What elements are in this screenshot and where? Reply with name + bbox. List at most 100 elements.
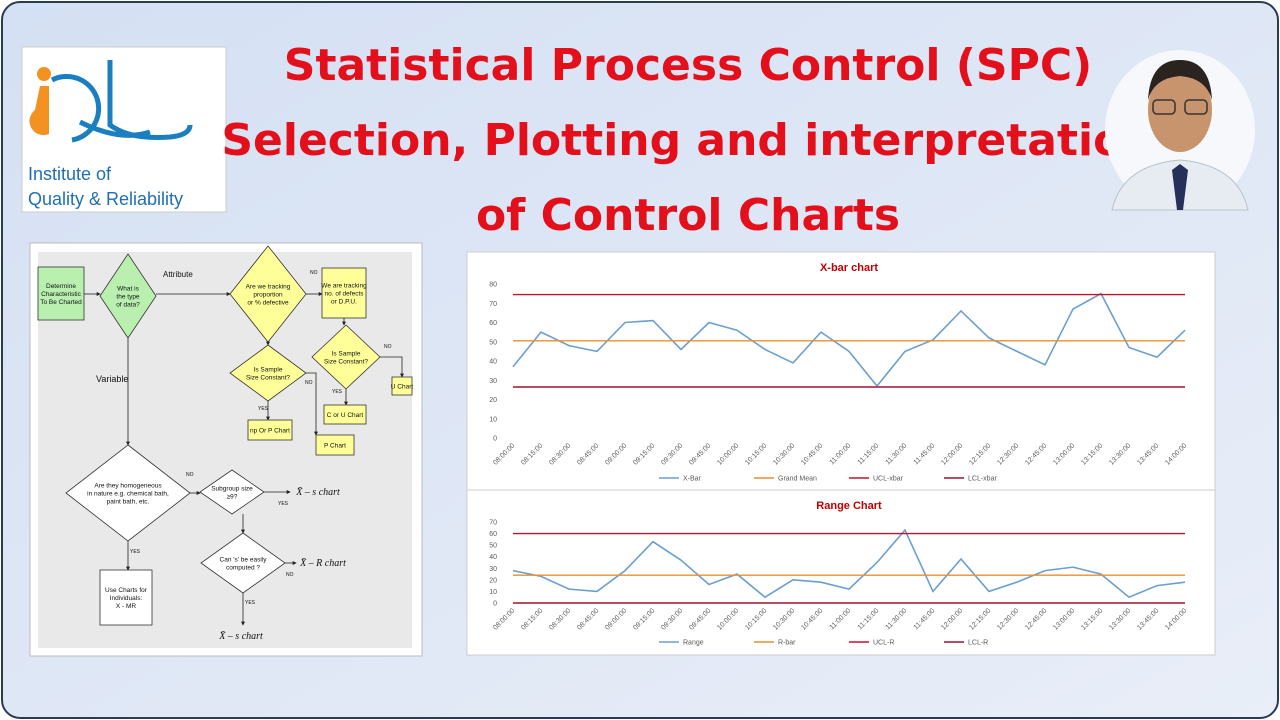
decision-node: [229, 245, 307, 343]
edge-label: YES: [130, 549, 141, 555]
logo-line: Institute of: [28, 164, 112, 184]
y-tick-label: 0: [493, 601, 497, 608]
edge-label: Variable: [96, 374, 128, 384]
y-tick-label: 40: [489, 359, 497, 366]
chart-title: Range Chart: [816, 500, 882, 512]
title-line: Statistical Process Control (SPC): [284, 40, 1092, 91]
decision-node: [65, 444, 191, 542]
chart-frame: [466, 251, 1216, 491]
node-label: Individuals:: [110, 595, 143, 602]
edge-label: YES: [245, 600, 256, 606]
node-label: X̄ – s chart: [295, 487, 340, 498]
glasses: [1184, 99, 1208, 115]
legend-label: X-Bar: [683, 476, 702, 483]
logo-ql: [50, 60, 193, 143]
edge-label: NO: [384, 344, 392, 350]
series-line: [512, 292, 1186, 388]
node-label: np Or P Chart: [250, 428, 290, 435]
process-node: [321, 267, 367, 319]
edge-label: YES: [278, 501, 289, 507]
hair: [1148, 60, 1212, 100]
edge-label: Attribute: [163, 270, 193, 279]
node-label: Size Constant?: [324, 359, 368, 366]
logo: Institute of Quality & Reliability: [21, 46, 227, 213]
node-label: P Chart: [324, 443, 346, 450]
chart-title: X-bar chart: [820, 262, 878, 274]
y-tick-label: 70: [489, 301, 497, 308]
node-label: Size Constant?: [246, 375, 290, 382]
chart-frame: [466, 489, 1216, 656]
y-tick-label: 60: [489, 320, 497, 327]
decision-node: [199, 469, 265, 515]
node-label: computed ?: [226, 565, 260, 572]
edge: [380, 356, 404, 378]
node-label: or D.P.U.: [331, 299, 357, 306]
node-label: in nature e.g. chemical bath,: [87, 491, 169, 498]
series-line: [512, 528, 1186, 599]
edge: [306, 372, 318, 436]
node-label: Are we tracking: [246, 284, 291, 291]
flowchart-edges: [84, 292, 404, 626]
node-label: What is: [117, 286, 139, 293]
decision-node: [99, 253, 157, 339]
legend-label: LCL-R: [968, 640, 988, 647]
node-label: X - MR: [116, 603, 137, 610]
legend-label: Grand Mean: [778, 476, 817, 483]
decision-node: [229, 344, 307, 402]
legend-label: Range: [683, 640, 704, 647]
process-node: [323, 404, 367, 425]
logo-dot: [37, 67, 51, 81]
y-tick-label: 40: [489, 554, 497, 561]
node-label: U Chart: [391, 384, 414, 391]
y-tick-label: 20: [489, 397, 497, 404]
legend-label: UCL-xbar: [873, 476, 904, 483]
edge-label: NO: [186, 472, 194, 478]
node-label: Subgroup size: [211, 486, 253, 493]
node-label: the type: [116, 294, 140, 301]
node-label: Is Sample: [254, 367, 283, 374]
y-tick-label: 80: [489, 282, 497, 289]
edge-label: NO: [310, 270, 318, 276]
process-node: [99, 569, 153, 626]
presenter-photo: [1105, 50, 1255, 211]
y-tick-label: 50: [489, 339, 497, 346]
process-node: [37, 266, 85, 321]
node-label: Determine: [46, 283, 76, 290]
edge-label: NO: [305, 380, 313, 386]
decision-node: [311, 324, 381, 390]
node-label: Can 's' be easily: [220, 557, 268, 564]
logo-i: [29, 86, 49, 136]
node-label: proportion: [253, 292, 283, 299]
legend-label: R-bar: [778, 640, 796, 647]
title-line: of Control Charts: [476, 190, 900, 241]
y-tick-label: 0: [493, 436, 497, 443]
node-label: Are they homogeneous: [94, 483, 162, 490]
process-node: [315, 434, 355, 456]
node-label: paint bath, etc.: [107, 499, 150, 506]
logo-line: Quality & Reliability: [28, 189, 183, 209]
node-label: To Be Charted: [40, 299, 82, 306]
node-label: ≥9?: [227, 494, 238, 501]
node-label: or % defective: [247, 300, 289, 307]
node-label: C or U Chart: [327, 412, 364, 419]
node-label: Use Charts for: [105, 587, 148, 594]
tie: [1172, 164, 1188, 210]
y-tick-label: 20: [489, 577, 497, 584]
title-line: Selection, Plotting and interpretation: [221, 115, 1154, 166]
decision-node: [200, 532, 286, 594]
y-tick-label: 50: [489, 543, 497, 550]
edge-label: YES: [332, 389, 343, 395]
y-tick-label: 70: [489, 520, 497, 527]
y-tick-label: 10: [489, 589, 497, 596]
node-label: of data?: [116, 302, 140, 309]
y-tick-label: 60: [489, 531, 497, 538]
face: [1148, 68, 1212, 152]
edge-label: YES: [258, 406, 269, 412]
node-label: X̄ – s chart: [218, 631, 263, 642]
glasses: [1152, 99, 1176, 115]
y-tick-label: 30: [489, 566, 497, 573]
logo-box: [21, 46, 227, 213]
process-node: [391, 376, 413, 396]
node-label: X̄ – R chart: [299, 558, 346, 569]
